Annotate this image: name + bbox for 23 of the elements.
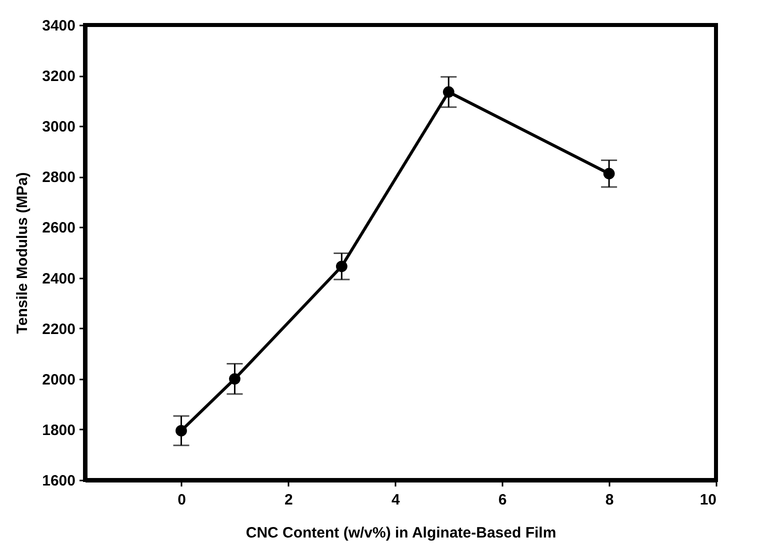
y-tick-label: 3000 bbox=[42, 118, 76, 136]
y-tick-label: 1800 bbox=[42, 422, 76, 439]
x-tick-label: 8 bbox=[605, 492, 614, 508]
y-tick-label: 3400 bbox=[42, 18, 76, 34]
x-tick-label: 2 bbox=[284, 492, 293, 508]
point bbox=[176, 425, 187, 436]
y-tick-label: 3200 bbox=[42, 68, 76, 86]
x-tick-label: 0 bbox=[178, 492, 186, 508]
point bbox=[229, 373, 240, 385]
x-tick-label: 10 bbox=[700, 492, 716, 508]
point bbox=[336, 260, 348, 272]
y-tick-label: 2800 bbox=[42, 169, 76, 186]
y-tick-label: 1600 bbox=[42, 472, 76, 490]
point bbox=[603, 168, 615, 180]
x-axis-title: CNC Content (w/v%) in Alginate-Based Film bbox=[246, 524, 556, 542]
y-axis-title: Tensile Modulus (MPa) bbox=[14, 172, 32, 334]
y-tick-label: 2400 bbox=[42, 270, 76, 288]
y-tick-label: 2200 bbox=[42, 320, 76, 338]
y-tick-label: 2000 bbox=[42, 371, 76, 388]
point bbox=[442, 86, 454, 98]
x-tick-label: 4 bbox=[391, 492, 400, 508]
x-tick-label: 6 bbox=[498, 492, 507, 508]
y-tick-label: 2600 bbox=[42, 220, 76, 237]
